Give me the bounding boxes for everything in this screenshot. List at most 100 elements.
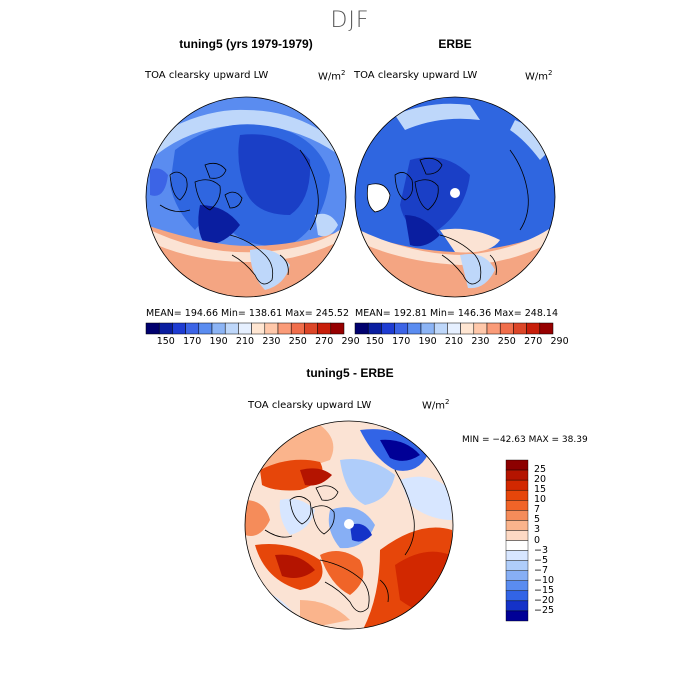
colorbar-swatch (211, 322, 226, 335)
difference-colorbar-swatch (505, 479, 529, 491)
difference-colorbar-swatch (505, 590, 529, 602)
difference-colorbar-tick-label: 3 (534, 524, 541, 536)
panel-2-pole-mask (450, 188, 460, 198)
colorbar-swatch (499, 322, 514, 335)
panel-1-heading: tuning5 (yrs 1979-1979) (179, 37, 313, 51)
difference-colorbar-swatch (505, 600, 529, 612)
colorbar-tick-label: 250 (288, 336, 307, 347)
difference-colorbar-tick-label: 0 (534, 534, 541, 546)
difference-colorbar-swatch (505, 580, 529, 592)
difference-colorbar-tick-label: −20 (534, 594, 555, 606)
panel-1-colorbar (145, 322, 345, 335)
colorbar-swatch (304, 322, 318, 335)
panel-1-border (145, 96, 347, 298)
difference-stats: MIN = −42.63 MAX = 38.39 (462, 435, 588, 445)
difference-colorbar (505, 459, 529, 622)
colorbar-swatch (407, 322, 422, 335)
colorbar-tick-label: 190 (418, 336, 437, 347)
difference-colorbar-tick-label: −25 (534, 604, 555, 616)
difference-pole-mask (344, 519, 354, 529)
difference-colorbar-swatch (505, 459, 529, 471)
difference-colorbar-swatch (505, 560, 529, 571)
colorbar-tick-label: 270 (524, 336, 543, 347)
colorbar-tick-label: 170 (392, 336, 411, 347)
difference-colorbar-tick-label: −7 (534, 564, 549, 576)
difference-colorbar-tick-label: −15 (534, 584, 555, 596)
difference-colorbar-tick-label: 5 (534, 514, 541, 526)
colorbar-swatch (185, 322, 200, 335)
colorbar-swatch (433, 322, 448, 335)
colorbar-swatch (447, 322, 461, 335)
colorbar-tick-label: 250 (497, 336, 516, 347)
difference-colorbar-swatch (505, 469, 529, 481)
colorbar-swatch (460, 322, 475, 335)
colorbar-swatch (224, 322, 239, 335)
difference-variable: TOA clearsky upward LW (248, 400, 372, 411)
colorbar-swatch (145, 322, 160, 335)
colorbar-tick-label: 170 (183, 336, 202, 347)
difference-colorbar-swatch (505, 540, 529, 551)
colorbar-swatch (264, 322, 279, 335)
colorbar-swatch (158, 322, 173, 335)
colorbar-tick-label: 190 (209, 336, 228, 347)
colorbar-tick-label: 210 (444, 336, 464, 347)
figure-title: DJF (330, 8, 370, 33)
difference-colorbar-swatch (505, 530, 529, 541)
colorbar-tick-label: 150 (156, 336, 175, 347)
difference-colorbar-swatch (505, 500, 529, 511)
colorbar-swatch (238, 322, 252, 335)
colorbar-swatch (473, 322, 488, 335)
difference-colorbar-swatch (505, 570, 529, 581)
panel-2-border (354, 96, 556, 298)
colorbar-tick-label: 230 (262, 336, 281, 347)
difference-colorbar-tick-label: 10 (534, 494, 547, 506)
difference-units: W/m2 (422, 398, 450, 412)
colorbar-swatch (198, 322, 213, 335)
colorbar-swatch (277, 322, 292, 335)
difference-colorbar-tick-label: 15 (534, 484, 547, 496)
colorbar-swatch (394, 322, 409, 335)
colorbar-swatch (513, 322, 527, 335)
panel-2-variable: TOA clearsky upward LW (354, 70, 478, 81)
colorbar-tick-label: 210 (235, 336, 255, 347)
difference-colorbar-swatch (505, 520, 529, 531)
colorbar-tick-label: 270 (315, 336, 334, 347)
panel-2-units: W/m2 (525, 69, 553, 83)
difference-border (244, 420, 454, 630)
difference-colorbar-swatch (505, 610, 529, 622)
difference-colorbar-tick-label: 20 (534, 474, 547, 486)
panel-2-heading: ERBE (438, 37, 472, 51)
difference-colorbar-swatch (505, 489, 529, 501)
colorbar-tick-label: 230 (471, 336, 490, 347)
colorbar-swatch (251, 322, 266, 335)
panel-1-units: W/m2 (318, 69, 346, 83)
colorbar-swatch (330, 322, 345, 335)
difference-colorbar-tick-label: −3 (534, 544, 549, 556)
difference-colorbar-tick-label: 25 (534, 464, 547, 476)
colorbar-swatch (354, 322, 369, 335)
difference-colorbar-tick-label: −10 (534, 574, 555, 586)
colorbar-tick-label: 290 (550, 336, 569, 347)
difference-heading: tuning5 - ERBE (306, 366, 394, 380)
colorbar-tick-label: 290 (341, 336, 360, 347)
colorbar-swatch (172, 322, 186, 335)
panel-2-stats: MEAN= 192.81 Min= 146.36 Max= 248.14 (355, 308, 559, 319)
difference-colorbar-swatch (505, 510, 529, 521)
colorbar-swatch (381, 322, 395, 335)
difference-colorbar-tick-label: −5 (534, 554, 549, 566)
panel-1-stats: MEAN= 194.66 Min= 138.61 Max= 245.52 (146, 308, 350, 319)
colorbar-swatch (539, 322, 554, 335)
colorbar-swatch (526, 322, 541, 335)
colorbar-swatch (367, 322, 382, 335)
colorbar-swatch (317, 322, 332, 335)
colorbar-tick-label: 150 (365, 336, 384, 347)
panel-2-map (355, 97, 555, 297)
panel-1-map (146, 97, 346, 297)
panel-1-variable: TOA clearsky upward LW (145, 70, 269, 81)
difference-colorbar-tick-label: 7 (534, 504, 541, 516)
difference-colorbar-swatch (505, 550, 529, 561)
colorbar-swatch (420, 322, 435, 335)
colorbar-swatch (486, 322, 501, 335)
colorbar-swatch (290, 322, 305, 335)
